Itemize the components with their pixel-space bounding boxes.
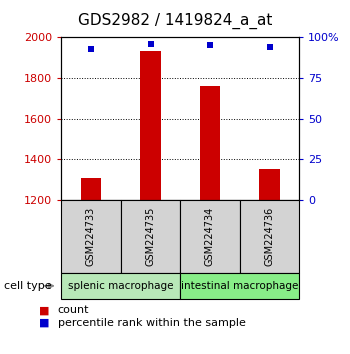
Point [207, 42, 213, 48]
Text: percentile rank within the sample: percentile rank within the sample [58, 318, 246, 328]
Bar [140, 51, 161, 200]
Text: GDS2982 / 1419824_a_at: GDS2982 / 1419824_a_at [78, 12, 272, 29]
Point [88, 46, 94, 51]
Text: GSM224734: GSM224734 [205, 207, 215, 266]
Text: intestinal macrophage: intestinal macrophage [181, 281, 299, 291]
Point [267, 44, 272, 50]
Bar [259, 170, 280, 200]
Bar [199, 86, 220, 200]
Text: GSM224735: GSM224735 [146, 207, 155, 266]
Text: ■: ■ [38, 306, 49, 315]
Text: count: count [58, 306, 89, 315]
Point [148, 41, 153, 46]
Text: ■: ■ [38, 318, 49, 328]
Text: GSM224733: GSM224733 [86, 207, 96, 266]
Text: GSM224736: GSM224736 [265, 207, 274, 266]
Text: splenic macrophage: splenic macrophage [68, 281, 174, 291]
Text: cell type: cell type [4, 281, 51, 291]
Bar [80, 178, 101, 200]
